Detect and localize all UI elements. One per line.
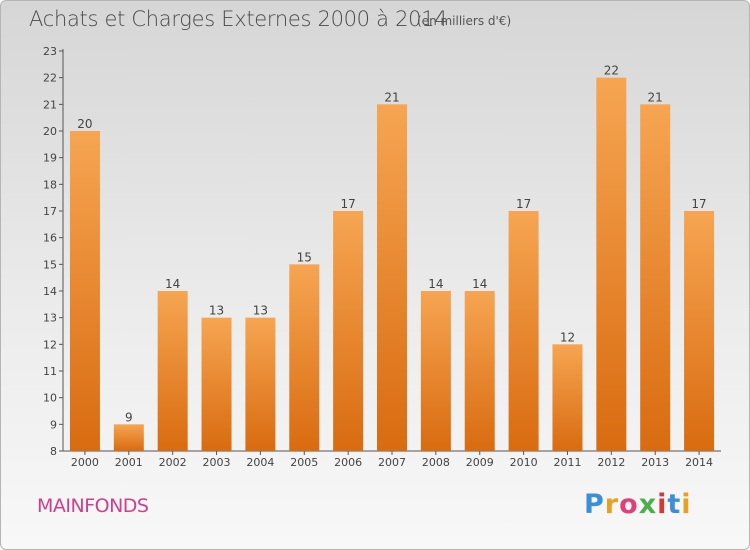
y-tick-label: 10: [43, 392, 57, 405]
y-tick-label: 21: [43, 98, 57, 111]
bar: [69, 131, 100, 451]
bar: [245, 317, 276, 451]
brand-letter: i: [657, 489, 668, 520]
bar-value-label: 21: [384, 90, 399, 104]
bar-value-label: 17: [691, 197, 706, 211]
x-tick-label: 2009: [466, 456, 494, 469]
y-tick-label: 20: [43, 125, 57, 138]
bar-value-label: 21: [648, 90, 663, 104]
y-tick-label: 16: [43, 232, 57, 245]
bar-value-label: 12: [560, 330, 575, 344]
bar-value-label: 17: [516, 197, 531, 211]
x-tick-label: 2005: [290, 456, 318, 469]
chart-subtitle: (en milliers d'€): [417, 14, 512, 28]
y-tick-label: 23: [43, 45, 57, 58]
bar: [420, 291, 451, 451]
bar-value-label: 22: [604, 64, 619, 78]
bar-value-label: 14: [165, 277, 180, 291]
y-tick-label: 18: [43, 178, 57, 191]
y-tick-label: 22: [43, 72, 57, 85]
y-tick-label: 17: [43, 205, 57, 218]
y-tick-label: 11: [43, 365, 57, 378]
brand-letter: t: [667, 489, 682, 520]
bar: [508, 211, 539, 451]
x-tick-label: 2012: [597, 456, 625, 469]
bar: [201, 317, 232, 451]
bar: [552, 344, 583, 451]
y-tick-label: 12: [43, 338, 57, 351]
bar: [113, 424, 144, 451]
x-tick-label: 2011: [553, 456, 581, 469]
bar-value-label: 9: [125, 410, 133, 424]
x-tick-label: 2000: [71, 456, 99, 469]
bar-value-label: 15: [297, 250, 312, 264]
x-tick-label: 2008: [422, 456, 450, 469]
y-tick-label: 19: [43, 152, 57, 165]
bar: [640, 104, 671, 451]
y-tick-label: 8: [50, 445, 57, 458]
x-tick-label: 2002: [159, 456, 187, 469]
brand-letter: x: [638, 489, 658, 520]
x-tick-label: 2004: [246, 456, 274, 469]
x-tick-label: 2014: [685, 456, 713, 469]
bar-value-label: 20: [77, 117, 92, 131]
bar: [684, 211, 715, 451]
proxiti-logo[interactable]: Proxiti: [584, 489, 692, 520]
y-tick-label: 13: [43, 312, 57, 325]
bar-value-label: 13: [209, 304, 224, 318]
bar: [333, 211, 364, 451]
bar-value-label: 13: [253, 304, 268, 318]
bar-value-label: 14: [428, 277, 443, 291]
brand-letter: i: [681, 489, 692, 520]
bar-value-label: 14: [472, 277, 487, 291]
brand-letter: P: [584, 489, 605, 520]
brand-letter: o: [619, 489, 639, 520]
x-tick-label: 2010: [510, 456, 538, 469]
chart-title: Achats et Charges Externes 2000 à 2014: [29, 7, 448, 31]
x-tick-label: 2003: [203, 456, 231, 469]
location-label: MAINFONDS: [37, 495, 149, 517]
bar: [377, 104, 407, 451]
x-tick-label: 2006: [334, 456, 362, 469]
bar: [157, 291, 188, 451]
bar: [596, 77, 627, 452]
bar-value-label: 17: [340, 197, 355, 211]
bar: [464, 291, 495, 451]
x-tick-label: 2001: [115, 456, 143, 469]
y-tick-label: 15: [43, 258, 57, 271]
bar: [289, 264, 320, 451]
brand-letter: r: [604, 489, 620, 520]
y-tick-label: 9: [50, 418, 57, 431]
x-tick-label: 2007: [378, 456, 406, 469]
x-tick-label: 2013: [641, 456, 669, 469]
y-tick-label: 14: [43, 285, 57, 298]
